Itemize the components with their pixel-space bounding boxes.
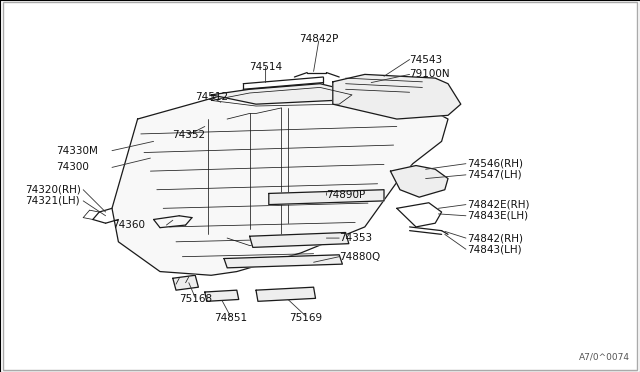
Text: 74543: 74543 [410,55,443,64]
Polygon shape [269,190,384,205]
Text: 74330M: 74330M [56,146,98,155]
Polygon shape [256,287,316,301]
Text: 74890P: 74890P [326,190,365,200]
Text: 74353: 74353 [339,233,372,243]
Text: 74546(RH): 74546(RH) [467,159,524,169]
Text: 74360: 74360 [112,220,145,230]
Text: 74842(RH): 74842(RH) [467,233,524,243]
Text: 74321(LH): 74321(LH) [26,196,80,206]
Polygon shape [112,86,448,275]
Text: 74512: 74512 [195,92,228,102]
Polygon shape [250,232,349,247]
Polygon shape [173,275,198,290]
Text: A7/0^0074: A7/0^0074 [579,353,630,362]
Text: 79100N: 79100N [410,70,450,79]
Text: 74320(RH): 74320(RH) [26,185,81,195]
Text: 74851: 74851 [214,313,247,323]
Text: 75168: 75168 [179,295,212,304]
Polygon shape [211,84,358,104]
Text: 74352: 74352 [172,130,205,140]
Polygon shape [205,290,239,301]
Text: 74843E(LH): 74843E(LH) [467,211,529,221]
Text: 74514: 74514 [249,62,282,72]
Text: 75169: 75169 [289,313,323,323]
Text: 74547(LH): 74547(LH) [467,170,522,180]
Polygon shape [333,74,461,119]
Polygon shape [224,255,342,268]
Text: 74300: 74300 [56,163,89,172]
Text: 74880Q: 74880Q [339,252,380,262]
Text: 74842E(RH): 74842E(RH) [467,200,530,209]
Polygon shape [390,166,448,197]
Text: 74842P: 74842P [299,34,339,44]
Text: 74843(LH): 74843(LH) [467,244,522,254]
